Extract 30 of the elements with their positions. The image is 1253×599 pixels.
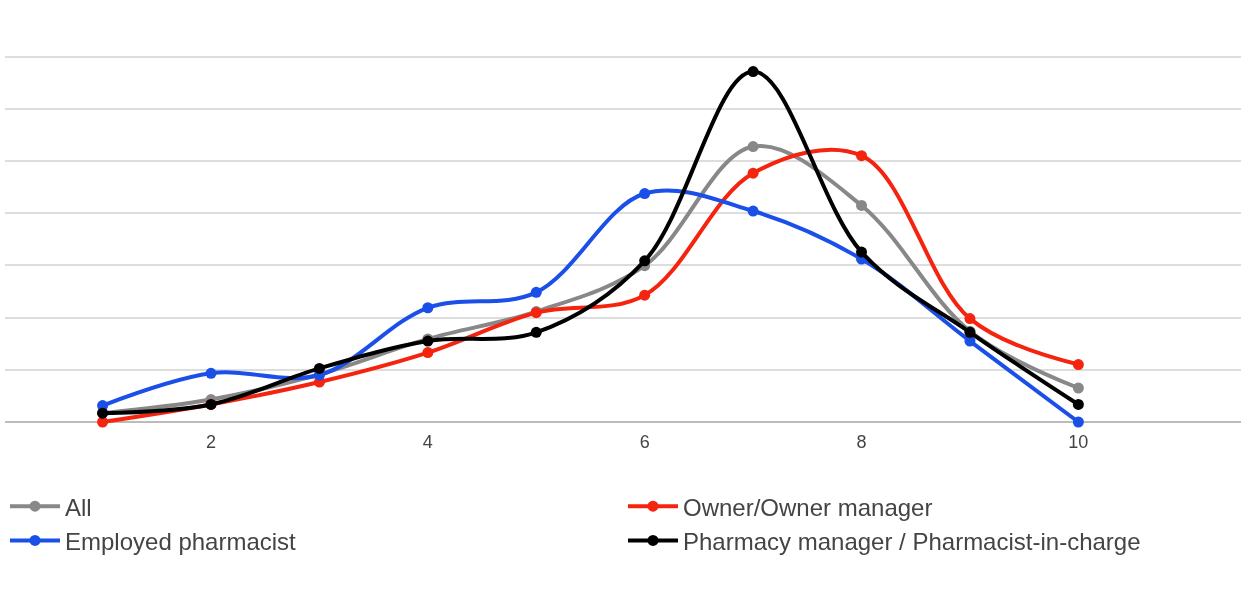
legend-label: Pharmacy manager / Pharmacist-in-charge [683,527,1141,555]
x-tick-label: 10 [1068,432,1089,452]
legend-label: Employed pharmacist [65,527,297,555]
point [964,313,976,325]
point [1072,398,1084,410]
point [747,205,759,217]
point [856,246,868,258]
point [422,347,434,359]
point [530,286,542,298]
x-tick-label: 8 [856,432,867,452]
x-tick-label: 6 [639,432,650,452]
point [205,367,217,379]
point [1072,416,1084,428]
legend-label: Owner/Owner manager [683,493,933,521]
point [747,167,759,179]
point [1072,382,1084,394]
point [639,289,651,301]
legend-label: All [65,493,92,521]
x-tick-label: 4 [422,432,433,452]
point [747,66,759,78]
x-tick-label: 2 [205,432,217,452]
point [313,362,325,374]
point [856,199,868,211]
point [530,326,542,338]
point [856,150,868,162]
point [639,188,651,200]
point [639,255,651,267]
point [747,141,759,153]
point [422,302,434,314]
point [1072,359,1084,371]
